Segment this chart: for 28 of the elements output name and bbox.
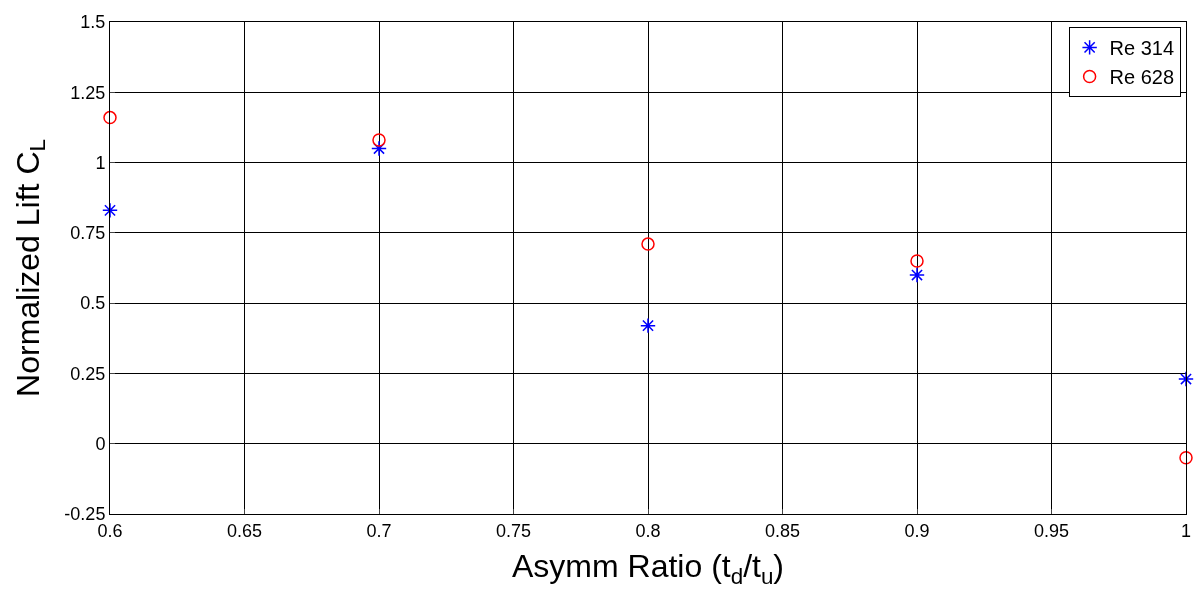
point bbox=[910, 254, 924, 268]
point bbox=[1179, 451, 1193, 465]
point bbox=[1178, 371, 1194, 387]
y-tick-label: 1.5 bbox=[80, 12, 106, 33]
y-tick-label: 0 bbox=[95, 434, 106, 455]
x-tick-label: 0.7 bbox=[366, 520, 392, 541]
x-tick-label: 1 bbox=[1180, 520, 1192, 541]
y-tick-label: 0.5 bbox=[80, 293, 106, 314]
y-tick-label: 0.25 bbox=[70, 363, 106, 384]
x-tick-label: 0.75 bbox=[495, 520, 532, 541]
point bbox=[103, 110, 117, 125]
y-tick-label: 0.75 bbox=[70, 223, 106, 244]
x-tick-label: 0.9 bbox=[904, 520, 930, 541]
x-tick-label: 0.85 bbox=[764, 520, 801, 541]
point bbox=[641, 237, 655, 251]
y-tick-label: 1.25 bbox=[70, 82, 106, 103]
point bbox=[372, 133, 386, 147]
x-tick-label: 0.8 bbox=[635, 520, 661, 541]
point bbox=[640, 317, 656, 334]
y-tick-label: 1 bbox=[95, 152, 106, 173]
legend-label: Re 314 bbox=[1109, 37, 1175, 60]
legend-label: Re 628 bbox=[1109, 66, 1175, 89]
point bbox=[909, 267, 925, 283]
x-tick-label: 0.65 bbox=[226, 520, 263, 541]
x-axis-title: Asymm Ratio (t$_{d}$/t$_{u}$) bbox=[511, 548, 785, 590]
point bbox=[371, 140, 387, 157]
point bbox=[102, 202, 118, 219]
x-tick-label: 0.95 bbox=[1033, 520, 1070, 541]
